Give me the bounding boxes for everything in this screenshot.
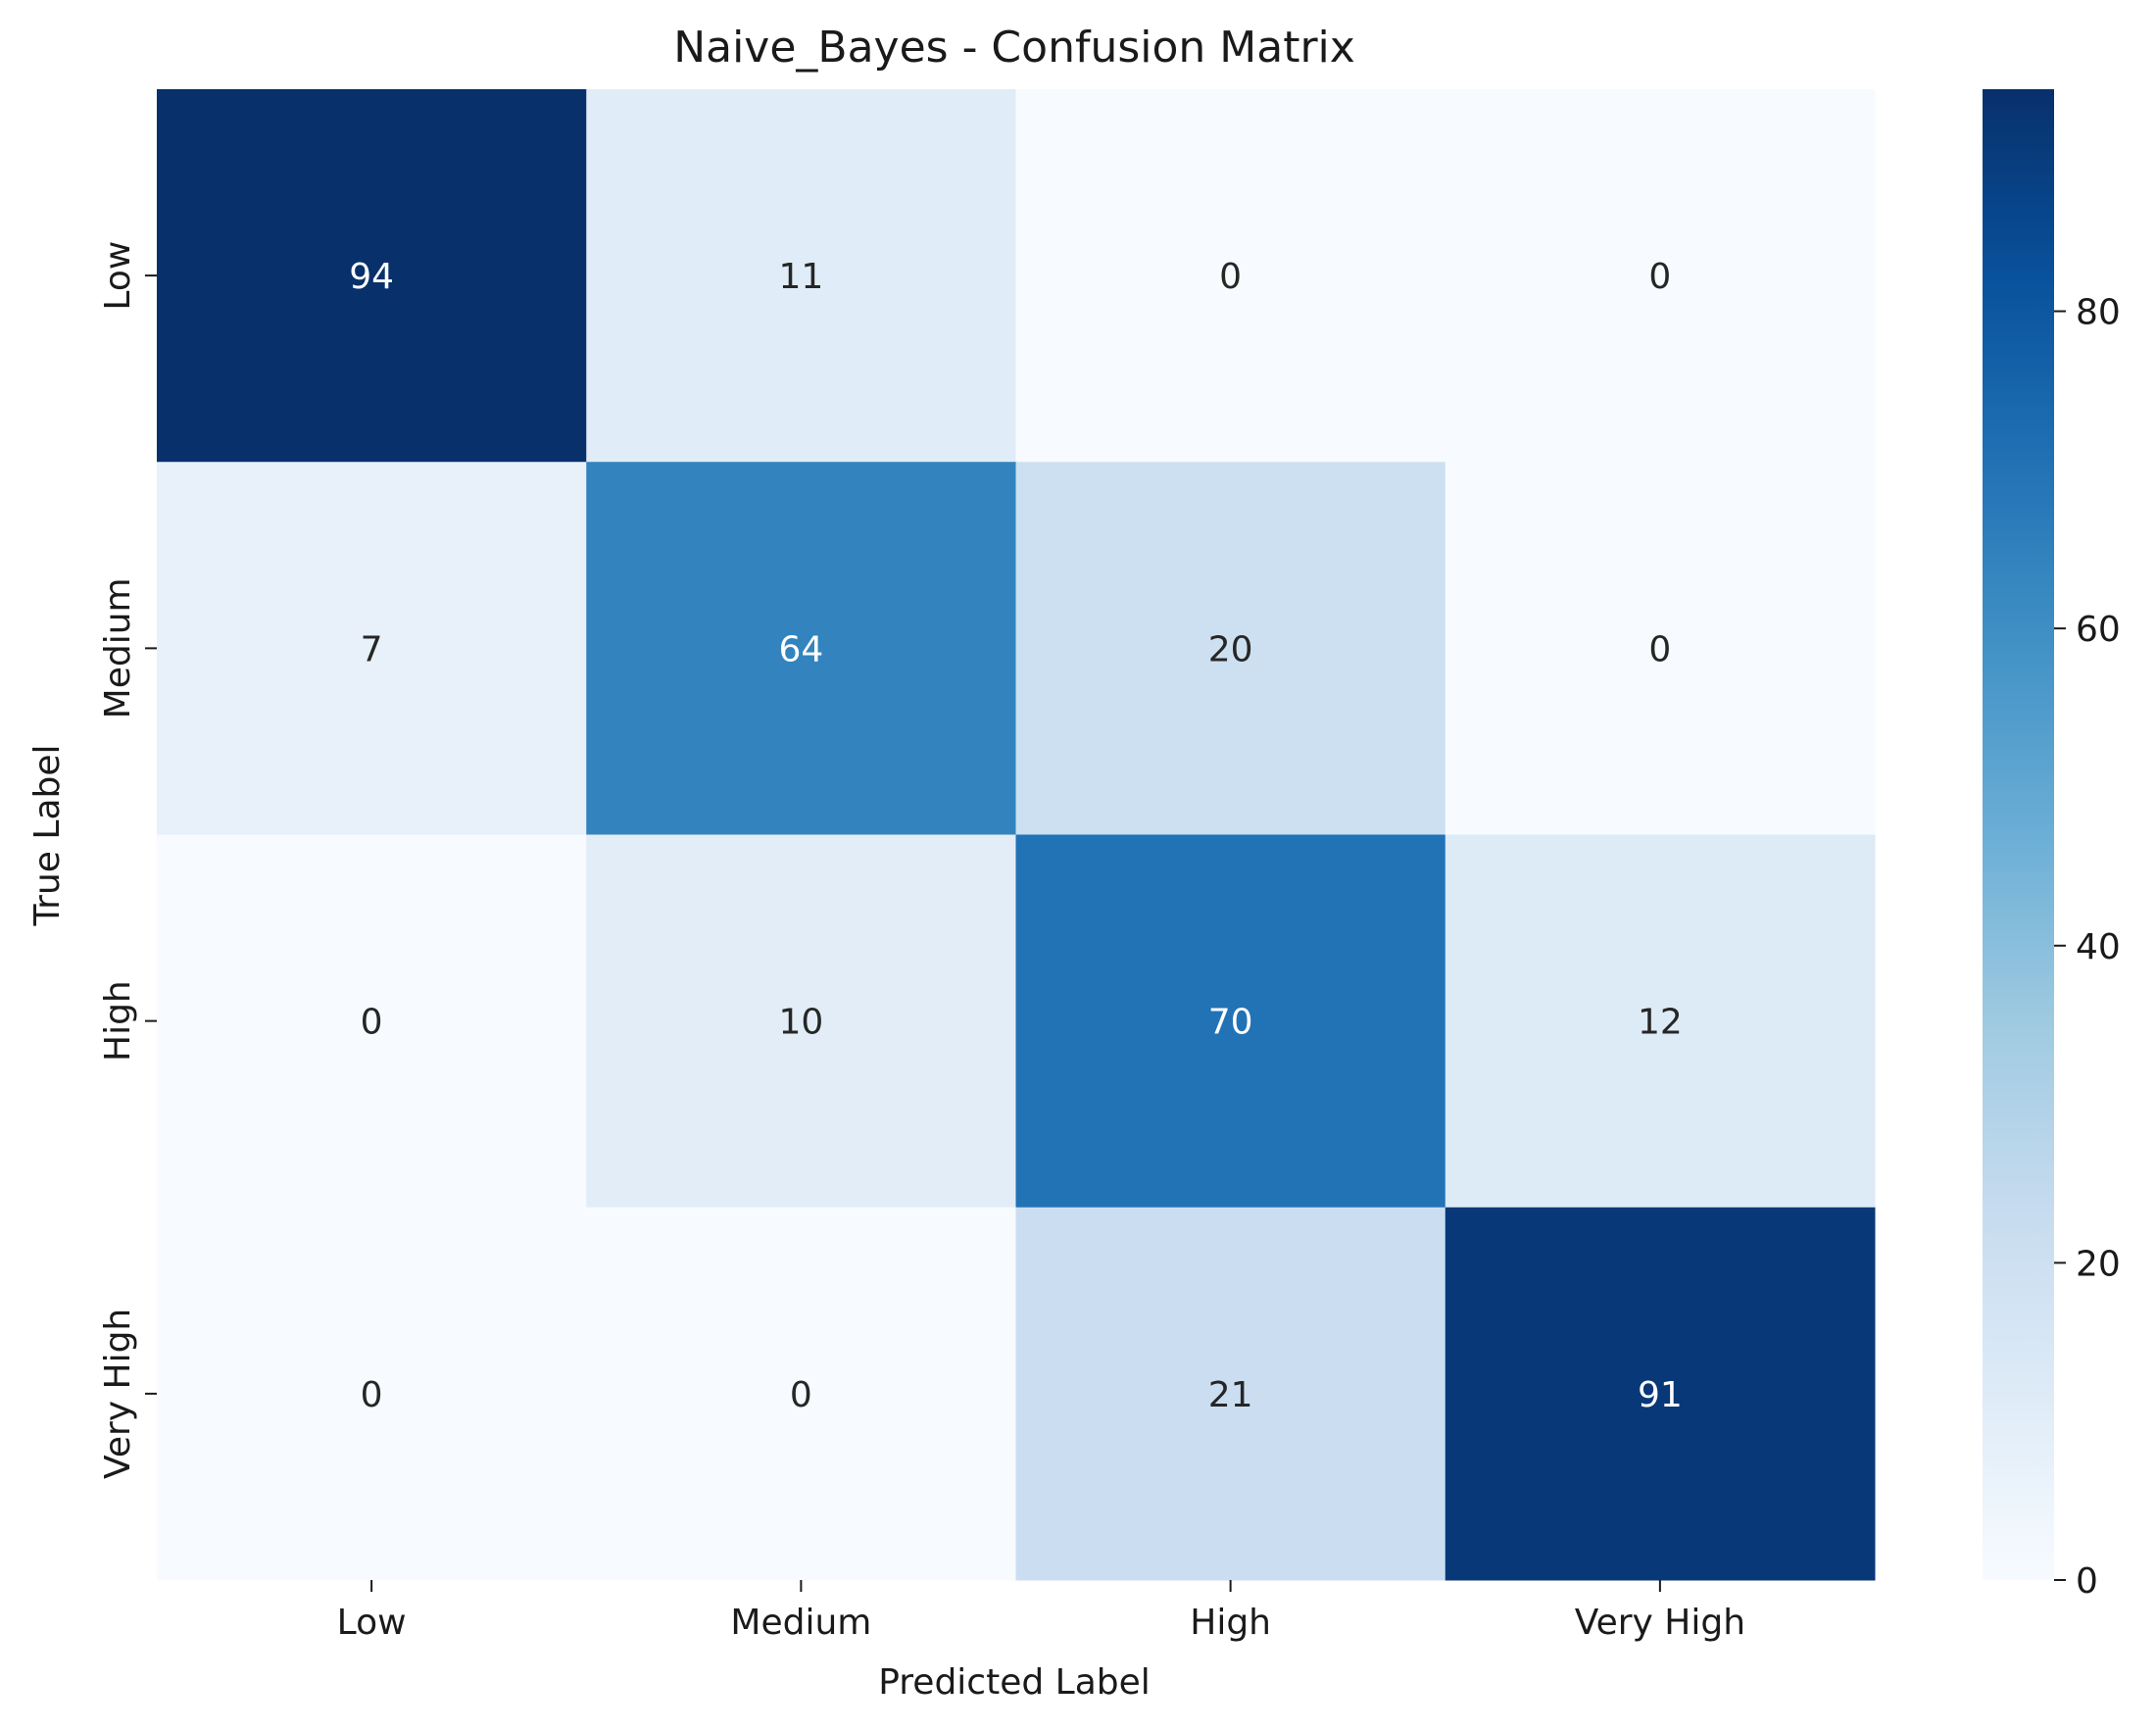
heatmap-cell [157, 834, 587, 1209]
heatmap-cell [586, 462, 1016, 835]
x-axis-label: Predicted Label [878, 1662, 1151, 1703]
cell-value-label: 0 [790, 1375, 812, 1415]
colorbar-tick-label: 20 [2076, 1244, 2121, 1284]
cell-value-label: 12 [1638, 1003, 1683, 1043]
heatmap-cell [1445, 1207, 1876, 1581]
y-axis-label: True Label [27, 744, 68, 926]
heatmap-cell [1445, 462, 1876, 835]
heatmap-cell [586, 834, 1016, 1209]
cell-value-label: 70 [1208, 1003, 1253, 1043]
y-tick-label: High [98, 980, 138, 1062]
heatmap-cell [1015, 834, 1446, 1209]
colorbar-tick-label: 80 [2076, 293, 2121, 333]
cell-value-label: 20 [1208, 629, 1253, 669]
cell-value-label: 0 [1219, 257, 1242, 297]
heatmap-cell [1445, 834, 1876, 1209]
colorbar-gradient [1983, 89, 2054, 1580]
y-axis: Low Medium High Very High [98, 241, 157, 1479]
y-tick-label: Low [98, 241, 138, 311]
y-tick-label: Very High [98, 1309, 138, 1479]
cell-value-label: 0 [1648, 257, 1671, 297]
heatmap-cell [157, 1207, 587, 1581]
cell-value-label: 7 [361, 629, 383, 669]
x-tick-label: Medium [730, 1603, 871, 1643]
heatmap-cell [157, 462, 587, 835]
cell-value-label: 64 [778, 629, 823, 669]
cell-value-label: 0 [361, 1375, 383, 1415]
cell-value-label: 0 [361, 1003, 383, 1043]
colorbar-tick-label: 40 [2076, 927, 2121, 967]
colorbar-tick-label: 60 [2076, 610, 2121, 650]
colorbar-tick-label: 0 [2076, 1561, 2098, 1602]
heatmap-cell [1015, 1207, 1446, 1581]
heatmap-cell [1015, 462, 1446, 835]
cell-value-label: 11 [778, 257, 823, 297]
heatmap-cell [1015, 89, 1446, 463]
heatmap-cell [586, 1207, 1016, 1581]
y-tick-label: Medium [98, 577, 138, 718]
cell-value-label: 10 [778, 1003, 823, 1043]
cell-value-label: 21 [1208, 1375, 1253, 1415]
x-tick-label: High [1190, 1603, 1271, 1643]
x-tick-label: Very High [1575, 1603, 1745, 1643]
colorbar: 0 20 40 60 80 [1983, 89, 2121, 1602]
heatmap-cell-labels: 94 11 0 0 7 64 20 0 0 10 70 12 0 0 21 91 [349, 257, 1683, 1415]
heatmap-cell [157, 89, 587, 463]
heatmap-cells [157, 89, 1876, 1581]
x-axis: Low Medium High Very High [337, 1580, 1745, 1643]
heatmap-cell [1445, 89, 1876, 463]
cell-value-label: 94 [349, 257, 394, 297]
chart-title: Naive_Bayes - Confusion Matrix [673, 23, 1355, 73]
x-tick-label: Low [337, 1603, 407, 1643]
cell-value-label: 91 [1638, 1375, 1683, 1415]
heatmap-cell [586, 89, 1016, 463]
cell-value-label: 0 [1648, 629, 1671, 669]
